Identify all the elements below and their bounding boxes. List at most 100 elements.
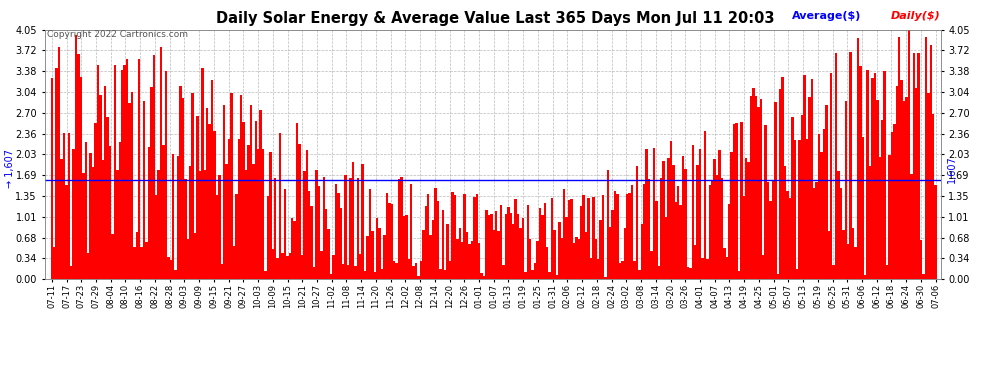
Bar	[238, 139, 240, 279]
Bar	[614, 191, 617, 279]
Bar	[597, 260, 599, 279]
Bar	[288, 252, 291, 279]
Bar	[333, 255, 335, 279]
Bar	[174, 270, 177, 279]
Bar	[524, 272, 527, 279]
Bar	[236, 194, 238, 279]
Bar	[776, 274, 779, 279]
Bar	[116, 170, 119, 279]
Bar	[104, 86, 107, 279]
Bar	[318, 186, 320, 279]
Bar	[590, 258, 592, 279]
Bar	[847, 244, 849, 279]
Bar	[403, 216, 405, 279]
Bar	[759, 99, 762, 279]
Bar	[77, 54, 80, 279]
Bar	[497, 231, 500, 279]
Bar	[624, 228, 626, 279]
Bar	[560, 238, 563, 279]
Bar	[466, 232, 468, 279]
Bar	[323, 177, 325, 279]
Bar	[851, 228, 854, 279]
Bar	[634, 261, 636, 279]
Bar	[515, 199, 517, 279]
Bar	[301, 255, 303, 279]
Text: Daily($): Daily($)	[891, 11, 940, 21]
Bar	[245, 170, 248, 279]
Bar	[107, 117, 109, 279]
Bar	[345, 175, 346, 279]
Bar	[216, 195, 218, 279]
Bar	[364, 271, 366, 279]
Bar	[682, 156, 684, 279]
Bar	[891, 132, 893, 279]
Bar	[94, 123, 97, 279]
Bar	[150, 87, 152, 279]
Bar	[189, 166, 191, 279]
Bar	[512, 224, 515, 279]
Bar	[883, 71, 886, 279]
Bar	[570, 199, 572, 279]
Bar	[813, 188, 816, 279]
Bar	[828, 231, 830, 279]
Bar	[754, 96, 757, 279]
Text: Daily Solar Energy & Average Value Last 365 Days Mon Jul 11 20:03: Daily Solar Energy & Average Value Last …	[216, 11, 774, 26]
Bar	[493, 230, 495, 279]
Bar	[335, 184, 338, 279]
Bar	[191, 93, 194, 279]
Bar	[639, 270, 641, 279]
Bar	[495, 211, 497, 279]
Bar	[60, 159, 62, 279]
Bar	[799, 141, 801, 279]
Bar	[779, 89, 781, 279]
Bar	[87, 253, 89, 279]
Bar	[417, 276, 420, 279]
Bar	[821, 152, 823, 279]
Bar	[903, 101, 905, 279]
Bar	[527, 205, 529, 279]
Bar	[298, 144, 301, 279]
Bar	[366, 236, 368, 279]
Bar	[386, 194, 388, 279]
Bar	[390, 204, 393, 279]
Bar	[901, 80, 903, 279]
Bar	[308, 191, 311, 279]
Bar	[138, 58, 141, 279]
Bar	[741, 122, 742, 279]
Bar	[340, 209, 342, 279]
Bar	[179, 86, 182, 279]
Bar	[177, 156, 179, 279]
Bar	[325, 209, 328, 279]
Bar	[876, 100, 878, 279]
Bar	[480, 273, 483, 279]
Bar	[769, 201, 772, 279]
Bar	[558, 222, 560, 279]
Bar	[687, 267, 689, 279]
Text: → 1,607: → 1,607	[5, 149, 15, 188]
Bar	[264, 272, 266, 279]
Text: Average($): Average($)	[792, 11, 861, 21]
Bar	[522, 219, 524, 279]
Bar	[796, 269, 799, 279]
Text: 1,607: 1,607	[947, 155, 957, 183]
Bar	[849, 52, 851, 279]
Bar	[749, 96, 752, 279]
Bar	[542, 215, 544, 279]
Bar	[89, 153, 92, 279]
Bar	[252, 164, 254, 279]
Bar	[641, 224, 644, 279]
Bar	[157, 170, 159, 279]
Bar	[184, 178, 186, 279]
Bar	[488, 215, 490, 279]
Bar	[65, 186, 67, 279]
Bar	[930, 45, 932, 279]
Bar	[677, 186, 679, 279]
Bar	[745, 158, 747, 279]
Bar	[742, 196, 745, 279]
Bar	[478, 243, 480, 279]
Bar	[806, 139, 808, 279]
Bar	[582, 195, 585, 279]
Bar	[692, 145, 694, 279]
Bar	[660, 177, 662, 279]
Bar	[485, 210, 488, 279]
